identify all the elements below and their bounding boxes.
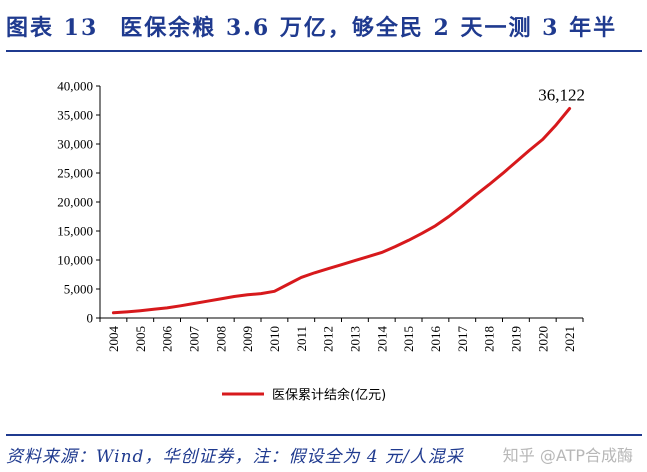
data-label-end: 36,122 (538, 85, 585, 104)
figure-header: 图表 13 医保余粮 3.6 万亿，够全民 2 天一测 3 年半 (6, 4, 642, 48)
legend-label: 医保累计结余(亿元) (272, 387, 386, 403)
x-tick-label: 2009 (240, 326, 255, 352)
y-tick-label: 0 (87, 311, 94, 326)
header-rule (6, 50, 642, 52)
x-tick-label: 2016 (428, 326, 443, 353)
x-tick-label: 2018 (482, 326, 497, 352)
y-tick-label: 40,000 (57, 79, 93, 94)
source-note: 资料来源：Wind，华创证券，注：假设全为 4 元/人混采 (6, 446, 464, 467)
x-tick-label: 2012 (321, 326, 336, 352)
y-tick-label: 15,000 (57, 224, 93, 239)
x-tick-label: 2008 (213, 326, 228, 352)
x-tick-label: 2007 (186, 326, 201, 353)
x-tick-label: 2010 (267, 326, 282, 352)
x-tick-label: 2019 (508, 326, 523, 352)
x-tick-label: 2014 (374, 326, 389, 353)
y-tick-label: 30,000 (57, 137, 93, 152)
x-tick-label: 2005 (133, 326, 148, 352)
footer-rule (6, 434, 642, 436)
y-tick-label: 25,000 (57, 166, 93, 181)
y-tick-label: 5,000 (64, 282, 93, 297)
x-tick-label: 2004 (106, 326, 121, 353)
figure-label: 图表 13 (6, 15, 99, 41)
chart-title: 医保余粮 3.6 万亿，够全民 2 天一测 3 年半 (120, 15, 618, 41)
x-tick-label: 2015 (401, 326, 416, 352)
x-tick-label: 2013 (347, 326, 362, 352)
series-line (111, 106, 572, 315)
y-tick-label: 10,000 (57, 253, 93, 268)
x-tick-label: 2006 (160, 326, 175, 353)
x-tick-label: 2020 (535, 326, 550, 352)
x-tick-label: 2021 (562, 326, 577, 352)
x-tick-label: 2011 (294, 326, 309, 352)
y-tick-label: 20,000 (57, 195, 93, 210)
line-chart: 0 5,000 10,000 15,000 20,000 25,000 30,000 35,0… (57, 79, 585, 404)
y-tick-label: 35,000 (57, 108, 93, 123)
watermark: 知乎 @ATP合成酶 (502, 446, 633, 465)
x-tick-label: 2017 (455, 326, 470, 353)
